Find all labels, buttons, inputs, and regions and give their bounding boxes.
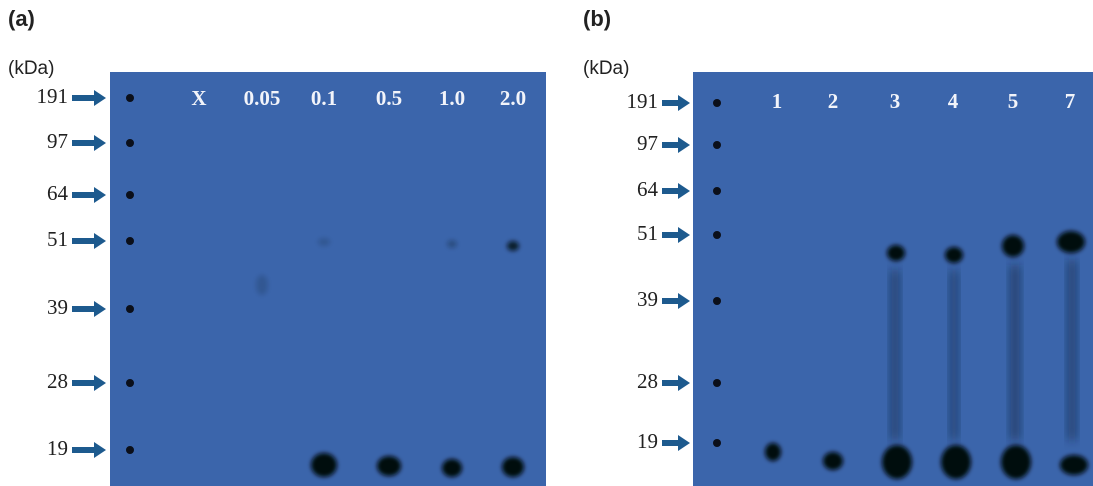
marker-arrowhead [678, 183, 690, 199]
ladder-dot [713, 297, 721, 305]
band [1057, 231, 1085, 253]
marker-label: 19 [47, 436, 68, 460]
band [447, 240, 457, 248]
lane-label: 0.1 [311, 86, 337, 110]
lane-label: X [191, 86, 206, 110]
smear [1068, 260, 1076, 440]
ladder-dot [126, 305, 134, 313]
lane-label: 2 [828, 89, 839, 113]
panel-label: (b) [583, 6, 611, 31]
lane-label: 3 [890, 89, 901, 113]
lane-label: 2.0 [500, 86, 526, 110]
band [318, 238, 330, 246]
band [945, 247, 963, 263]
marker-label: 97 [47, 129, 68, 153]
band [377, 456, 401, 476]
marker-arrowhead [678, 137, 690, 153]
lane-label: 5 [1008, 89, 1019, 113]
ladder-dot [126, 237, 134, 245]
marker-label: 28 [47, 369, 68, 393]
marker-arrowhead [678, 227, 690, 243]
marker-arrowhead [94, 233, 106, 249]
marker-label: 191 [37, 84, 69, 108]
marker-label: 39 [637, 287, 658, 311]
band [887, 245, 905, 261]
band [765, 443, 781, 461]
ladder-dot [713, 187, 721, 195]
panel-label: (a) [8, 6, 35, 31]
marker-label: 97 [637, 131, 658, 155]
band [1060, 455, 1088, 475]
smear [1010, 265, 1020, 440]
band [311, 453, 337, 477]
ladder-dot [713, 99, 721, 107]
marker-label: 51 [47, 227, 68, 251]
band [941, 445, 971, 479]
marker-arrowhead [94, 90, 106, 106]
bands [765, 231, 1088, 479]
ladder-dot [713, 141, 721, 149]
ladder-dot [713, 379, 721, 387]
lane-label: 7 [1065, 89, 1076, 113]
band [442, 459, 462, 477]
marker-label: 28 [637, 369, 658, 393]
marker-label: 64 [47, 181, 69, 205]
marker-label: 19 [637, 429, 658, 453]
band [1001, 445, 1031, 479]
ladder-dot [126, 94, 134, 102]
marker-arrowhead [678, 435, 690, 451]
band [256, 275, 268, 295]
marker-arrowhead [94, 135, 106, 151]
band [882, 445, 912, 479]
smear [891, 270, 899, 440]
lane-label: 0.5 [376, 86, 402, 110]
blot [110, 72, 546, 486]
unit-label: (kDa) [8, 58, 54, 79]
band [502, 457, 524, 477]
lane-label: 1 [772, 89, 783, 113]
ladder-dot [713, 439, 721, 447]
smear [950, 270, 958, 440]
marker-arrowhead [678, 95, 690, 111]
band [1002, 235, 1024, 257]
lane-label: 1.0 [439, 86, 465, 110]
ladder-dot [126, 139, 134, 147]
marker-label: 51 [637, 221, 658, 245]
lane-label: 0.05 [244, 86, 281, 110]
bands [256, 238, 524, 477]
band [823, 452, 843, 470]
marker-arrowhead [94, 187, 106, 203]
unit-label: (kDa) [583, 58, 629, 79]
marker-label: 39 [47, 295, 68, 319]
marker-arrowhead [678, 293, 690, 309]
marker-arrowhead [94, 442, 106, 458]
lane-label: 4 [948, 89, 959, 113]
marker-arrowhead [94, 375, 106, 391]
marker-label: 191 [627, 89, 659, 113]
marker-arrowhead [94, 301, 106, 317]
ladder-dot [126, 379, 134, 387]
ladder-dot [713, 231, 721, 239]
ladder-dot [126, 191, 134, 199]
marker-arrowhead [678, 375, 690, 391]
ladder-dot [126, 446, 134, 454]
band [507, 241, 519, 251]
marker-label: 64 [637, 177, 659, 201]
